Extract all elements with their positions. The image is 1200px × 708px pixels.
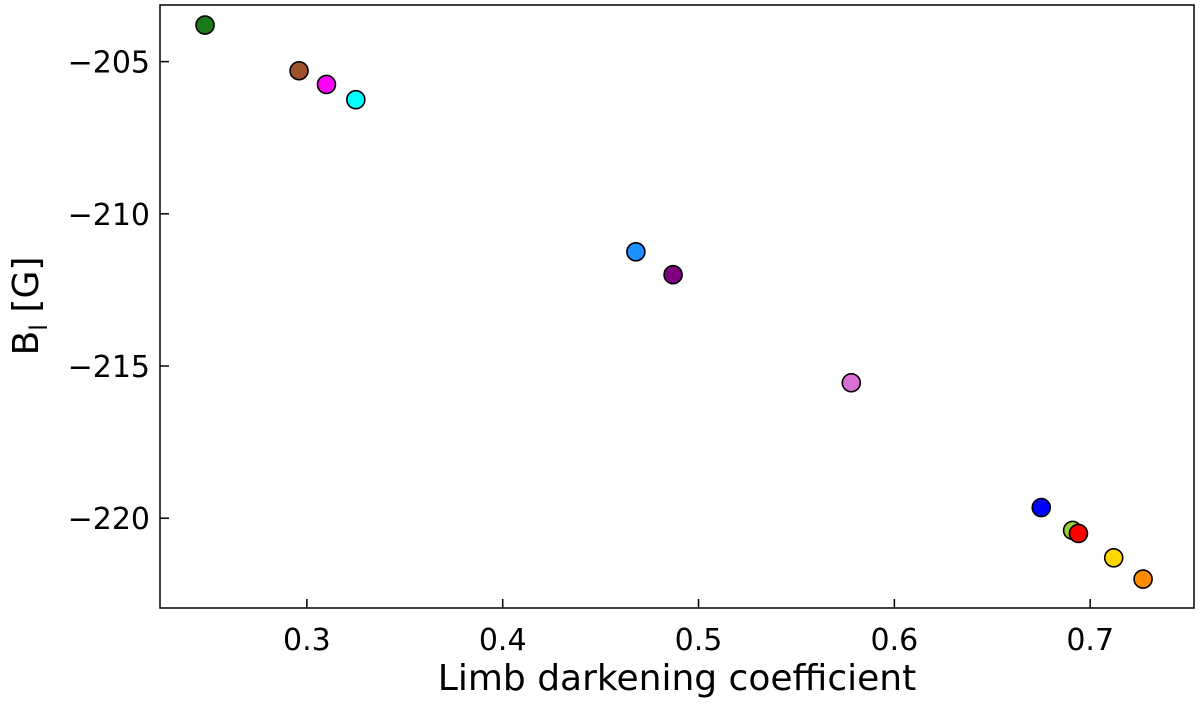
data-point	[1133, 569, 1153, 589]
data-point	[1068, 523, 1089, 544]
data-point	[626, 242, 646, 262]
x-axis-ticks: 0.3 0.4 0.5 0.6 0.7	[283, 599, 1114, 658]
data-point	[289, 60, 309, 81]
x-tick-label: 0.6	[871, 623, 919, 658]
data-point	[1103, 547, 1124, 568]
y-tick-label: −220	[68, 502, 150, 537]
y-tick-label: −205	[68, 46, 150, 81]
plot-area	[159, 4, 1195, 609]
data-point	[316, 74, 337, 95]
data-points	[195, 15, 1153, 589]
data-point	[195, 15, 215, 35]
x-tick-label: 0.7	[1066, 623, 1114, 658]
y-axis-title: Bl [G]	[6, 257, 53, 356]
y-axis-title-subscript: l	[25, 324, 53, 331]
x-tick-label: 0.3	[283, 623, 331, 658]
data-point	[346, 89, 366, 110]
data-point	[1031, 497, 1052, 518]
y-tick-label: −210	[68, 198, 150, 233]
y-axis-title-unit: [G]	[6, 257, 47, 324]
data-point	[663, 264, 683, 285]
x-tick-label: 0.4	[479, 623, 527, 658]
x-tick-label: 0.5	[675, 623, 723, 658]
y-tick-label: −215	[68, 350, 150, 385]
x-axis-title: Limb darkening coefficient	[438, 658, 916, 699]
y-axis-ticks: −205 −210 −215 −220	[68, 46, 169, 537]
y-axis-title-main: B	[6, 331, 47, 356]
data-point	[841, 372, 862, 393]
